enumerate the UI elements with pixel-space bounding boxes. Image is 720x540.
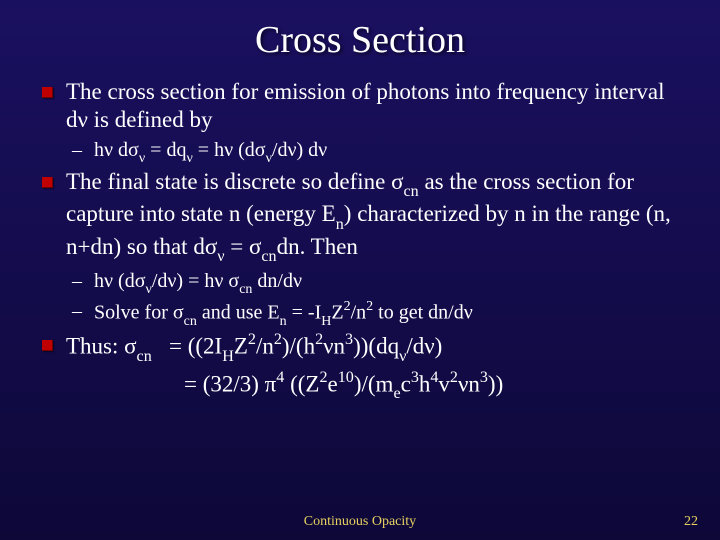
text: ))(dq (353, 333, 399, 358)
text: hν dσ (94, 139, 139, 161)
text: The final state is discrete so define σ (66, 169, 403, 194)
bullet-3-line-2: = (32/3) π4 ((Z2e10)/(mec3h4v2νn3)) (40, 369, 680, 403)
subscript: n (280, 314, 287, 329)
bullet-1: The cross section for emission of photon… (40, 78, 680, 134)
subscript: cn (403, 183, 418, 200)
text: e (328, 371, 338, 396)
superscript: 2 (315, 331, 323, 348)
slide-title: Cross Section (40, 18, 680, 62)
superscript: 2 (274, 331, 282, 348)
text: Z (234, 333, 248, 358)
text: νn (323, 333, 345, 358)
subscript: cn (184, 314, 197, 329)
text: h (419, 371, 431, 396)
superscript: 10 (338, 369, 354, 386)
subscript: n (336, 216, 344, 233)
bullet-3: Thus: σcn = ((2IHZ2/n2)/(h2νn3))(dqν/dν) (40, 331, 680, 365)
subscript: ν (139, 151, 145, 166)
subscript: ν (266, 151, 272, 166)
superscript: 2 (366, 299, 373, 314)
text: /dν) dν (272, 139, 327, 161)
text: νn (458, 371, 480, 396)
text: = dq (145, 139, 186, 161)
text: /n (351, 302, 367, 324)
superscript: 3 (345, 331, 353, 348)
superscript: 2 (344, 299, 351, 314)
text: = (32/3) π (184, 371, 276, 396)
text: ((Z (284, 371, 319, 396)
text: = hν (dσ (193, 139, 266, 161)
subscript: ν (145, 282, 151, 297)
page-number: 22 (684, 514, 698, 530)
bullet-1-sub-1: hν dσν = dqν = hν (dσν/dν) dν (40, 138, 680, 166)
subscript: cn (261, 248, 276, 265)
text: = -I (287, 302, 322, 324)
text: /dν) = hν σ (152, 270, 239, 292)
text: Z (331, 302, 343, 324)
subscript: H (222, 348, 234, 365)
text: dn/dν (252, 270, 302, 292)
text: )) (488, 371, 503, 396)
text: )/(m (354, 371, 394, 396)
superscript: 2 (248, 331, 256, 348)
slide-content: The cross section for emission of photon… (40, 78, 680, 402)
bullet-1-text: The cross section for emission of photon… (66, 79, 665, 132)
bullet-2-sub-2: Solve for σcn and use En = -IHZ2/n2 to g… (40, 299, 680, 329)
subscript: cn (239, 282, 252, 297)
subscript: e (393, 385, 400, 402)
subscript: ν (399, 348, 406, 365)
superscript: 4 (276, 369, 284, 386)
text: Thus: σ (66, 333, 137, 358)
text: and use E (197, 302, 280, 324)
bullet-2-sub-1: hν (dσν/dν) = hν σcn dn/dν (40, 269, 680, 297)
text: Solve for σ (94, 302, 184, 324)
subscript: ν (186, 151, 192, 166)
superscript: 2 (319, 369, 327, 386)
superscript: 2 (450, 369, 458, 386)
text: /dν) (406, 333, 442, 358)
text: )/(h (282, 333, 315, 358)
superscript: 4 (430, 369, 438, 386)
text: to get dn/dν (373, 302, 473, 324)
text: hν (dσ (94, 270, 145, 292)
subscript: cn (137, 348, 152, 365)
footer-text: Continuous Opacity (0, 514, 720, 530)
superscript: 3 (411, 369, 419, 386)
superscript: 3 (480, 369, 488, 386)
text: /n (256, 333, 274, 358)
subscript: H (321, 314, 331, 329)
text: v (438, 371, 450, 396)
text: = σ (225, 234, 262, 259)
text: dn. Then (277, 234, 358, 259)
bullet-2: The final state is discrete so define σc… (40, 168, 680, 265)
text: = ((2I (152, 333, 222, 358)
text: c (401, 371, 411, 396)
subscript: ν (217, 248, 224, 265)
slide: Cross Section The cross section for emis… (0, 0, 720, 540)
